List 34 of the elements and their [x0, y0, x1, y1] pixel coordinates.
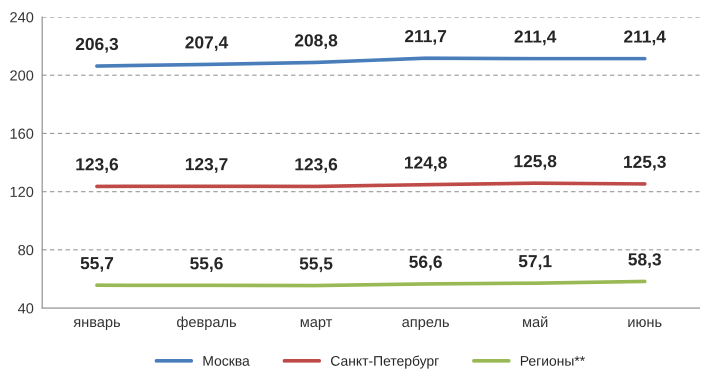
- y-tick-label: 240: [10, 12, 34, 22]
- legend-label: Регионы**: [520, 356, 585, 366]
- legend-label: Москва: [203, 356, 250, 366]
- data-label: 211,7: [404, 30, 446, 45]
- data-label: 55,7: [80, 257, 114, 272]
- data-label: 58,3: [628, 253, 661, 268]
- data-label: 123,7: [186, 158, 228, 173]
- data-label: 55,6: [190, 257, 223, 272]
- data-label: 125,8: [514, 154, 556, 170]
- data-label: 123,6: [295, 158, 338, 173]
- x-tick-label: май: [523, 316, 548, 328]
- y-tick-label: 200: [10, 70, 34, 81]
- y-tick-label: 40: [18, 303, 34, 314]
- data-label: 211,4: [514, 30, 556, 46]
- data-label: 206,3: [76, 38, 118, 53]
- legend-label: Санкт-Петербург: [331, 355, 439, 369]
- line-series: [95, 56, 647, 68]
- x-tick-label: апрель: [402, 319, 449, 330]
- data-label: 55,5: [300, 257, 332, 272]
- x-tick-label: июнь: [628, 319, 662, 328]
- x-tick-label: январь: [73, 319, 120, 330]
- data-label: 208,8: [294, 34, 338, 49]
- x-tick-label: март: [300, 319, 332, 330]
- y-tick-label: 80: [18, 244, 34, 256]
- data-label: 211,4: [624, 30, 666, 46]
- data-label: 125,3: [624, 156, 666, 171]
- y-tick-label: 160: [10, 128, 34, 139]
- data-label: 56,6: [409, 256, 442, 270]
- data-label: 123,6: [76, 158, 118, 173]
- x-tick-label: февраль: [177, 316, 236, 330]
- y-tick-label: 120: [10, 186, 34, 198]
- data-label: 57,1: [518, 255, 552, 270]
- data-label: 207,4: [185, 36, 228, 52]
- data-label: 124,8: [404, 156, 447, 172]
